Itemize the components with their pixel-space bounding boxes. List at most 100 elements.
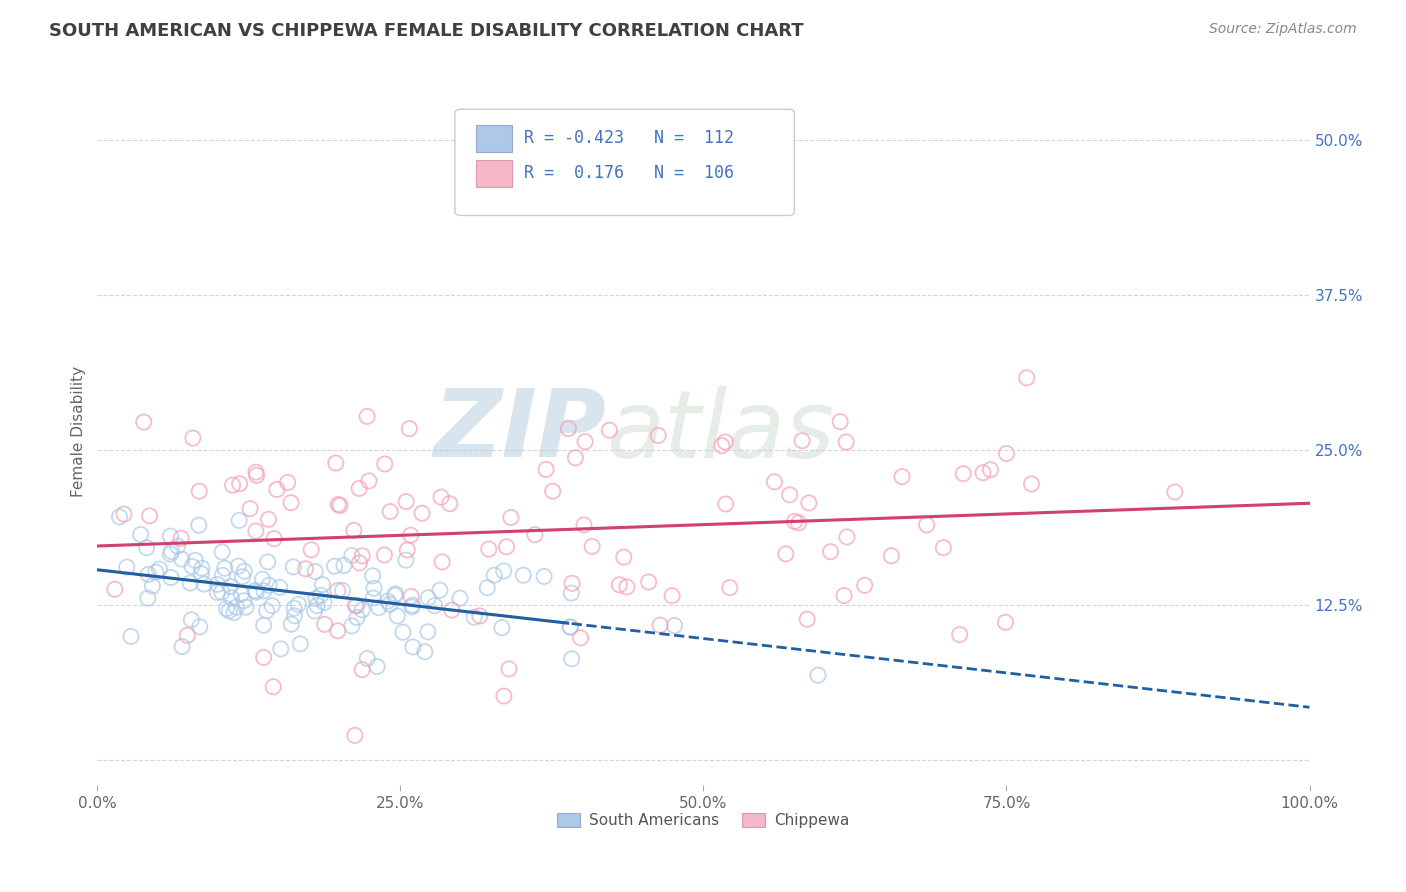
Point [120, 630, 142, 644]
Point [340, 549, 363, 563]
Point [179, 576, 201, 591]
Point [779, 488, 801, 502]
Point [180, 613, 202, 627]
Point [211, 585, 233, 599]
Point [262, 599, 284, 613]
Point [346, 610, 368, 624]
Point [952, 467, 974, 481]
Point [145, 565, 167, 579]
Point [714, 497, 737, 511]
Point [498, 662, 520, 676]
Point [343, 524, 366, 538]
Legend: South Americans, Chippewa: South Americans, Chippewa [551, 806, 856, 834]
Point [181, 431, 204, 445]
Text: R = -0.423   N =  112: R = -0.423 N = 112 [524, 128, 734, 146]
Point [290, 637, 312, 651]
Point [299, 542, 322, 557]
Point [1015, 371, 1038, 385]
Point [346, 599, 368, 613]
Point [398, 422, 420, 436]
Point [880, 549, 903, 563]
Point [492, 689, 515, 703]
Point [915, 517, 938, 532]
Point [664, 618, 686, 632]
Bar [475, 161, 512, 187]
Point [949, 627, 972, 641]
Point [190, 566, 212, 581]
Point [484, 568, 506, 582]
Point [440, 603, 463, 617]
Point [245, 465, 267, 479]
Point [323, 559, 346, 574]
Point [581, 540, 603, 554]
Point [377, 594, 399, 608]
Point [402, 640, 425, 654]
Point [477, 581, 499, 595]
Point [243, 583, 266, 598]
Point [932, 541, 955, 555]
Point [333, 558, 356, 573]
Point [423, 599, 446, 613]
Point [256, 604, 278, 618]
Text: ZIP: ZIP [433, 385, 606, 477]
Point [340, 619, 363, 633]
Point [332, 583, 354, 598]
Point [561, 576, 583, 591]
Point [449, 591, 471, 606]
Point [253, 650, 276, 665]
Point [661, 589, 683, 603]
Point [637, 574, 659, 589]
Point [170, 552, 193, 566]
Point [141, 579, 163, 593]
Point [598, 423, 620, 437]
Point [159, 529, 181, 543]
Point [356, 409, 378, 424]
Point [326, 624, 349, 638]
Point [395, 494, 418, 508]
Point [972, 466, 994, 480]
Point [269, 580, 291, 594]
Point [564, 450, 586, 465]
Point [245, 585, 267, 599]
Point [172, 640, 194, 654]
Point [222, 606, 245, 620]
Point [344, 599, 367, 613]
Point [136, 591, 159, 606]
Point [378, 597, 401, 611]
Point [138, 508, 160, 523]
Point [533, 569, 555, 583]
Point [160, 544, 183, 558]
Point [191, 561, 214, 575]
Point [830, 415, 852, 429]
Point [363, 591, 385, 605]
Point [380, 505, 402, 519]
Point [647, 428, 669, 442]
Point [287, 598, 309, 612]
Point [439, 497, 461, 511]
Point [253, 618, 276, 632]
Point [304, 604, 326, 618]
Point [129, 527, 152, 541]
Point [135, 541, 157, 555]
Point [181, 559, 204, 574]
Point [312, 596, 335, 610]
Point [492, 564, 515, 578]
FancyBboxPatch shape [456, 110, 794, 216]
Point [478, 542, 501, 557]
Point [311, 577, 333, 591]
Bar [475, 125, 512, 152]
Point [228, 559, 250, 574]
Text: Source: ZipAtlas.com: Source: ZipAtlas.com [1209, 22, 1357, 37]
Point [357, 474, 380, 488]
Point [347, 482, 370, 496]
Point [246, 468, 269, 483]
Point [294, 562, 316, 576]
Point [160, 570, 183, 584]
Point [252, 572, 274, 586]
Point [219, 579, 242, 593]
Point [283, 601, 305, 615]
Text: SOUTH AMERICAN VS CHIPPEWA FEMALE DISABILITY CORRELATION CHART: SOUTH AMERICAN VS CHIPPEWA FEMALE DISABI… [49, 22, 804, 40]
Point [557, 421, 579, 435]
Point [416, 624, 439, 639]
Point [574, 434, 596, 449]
